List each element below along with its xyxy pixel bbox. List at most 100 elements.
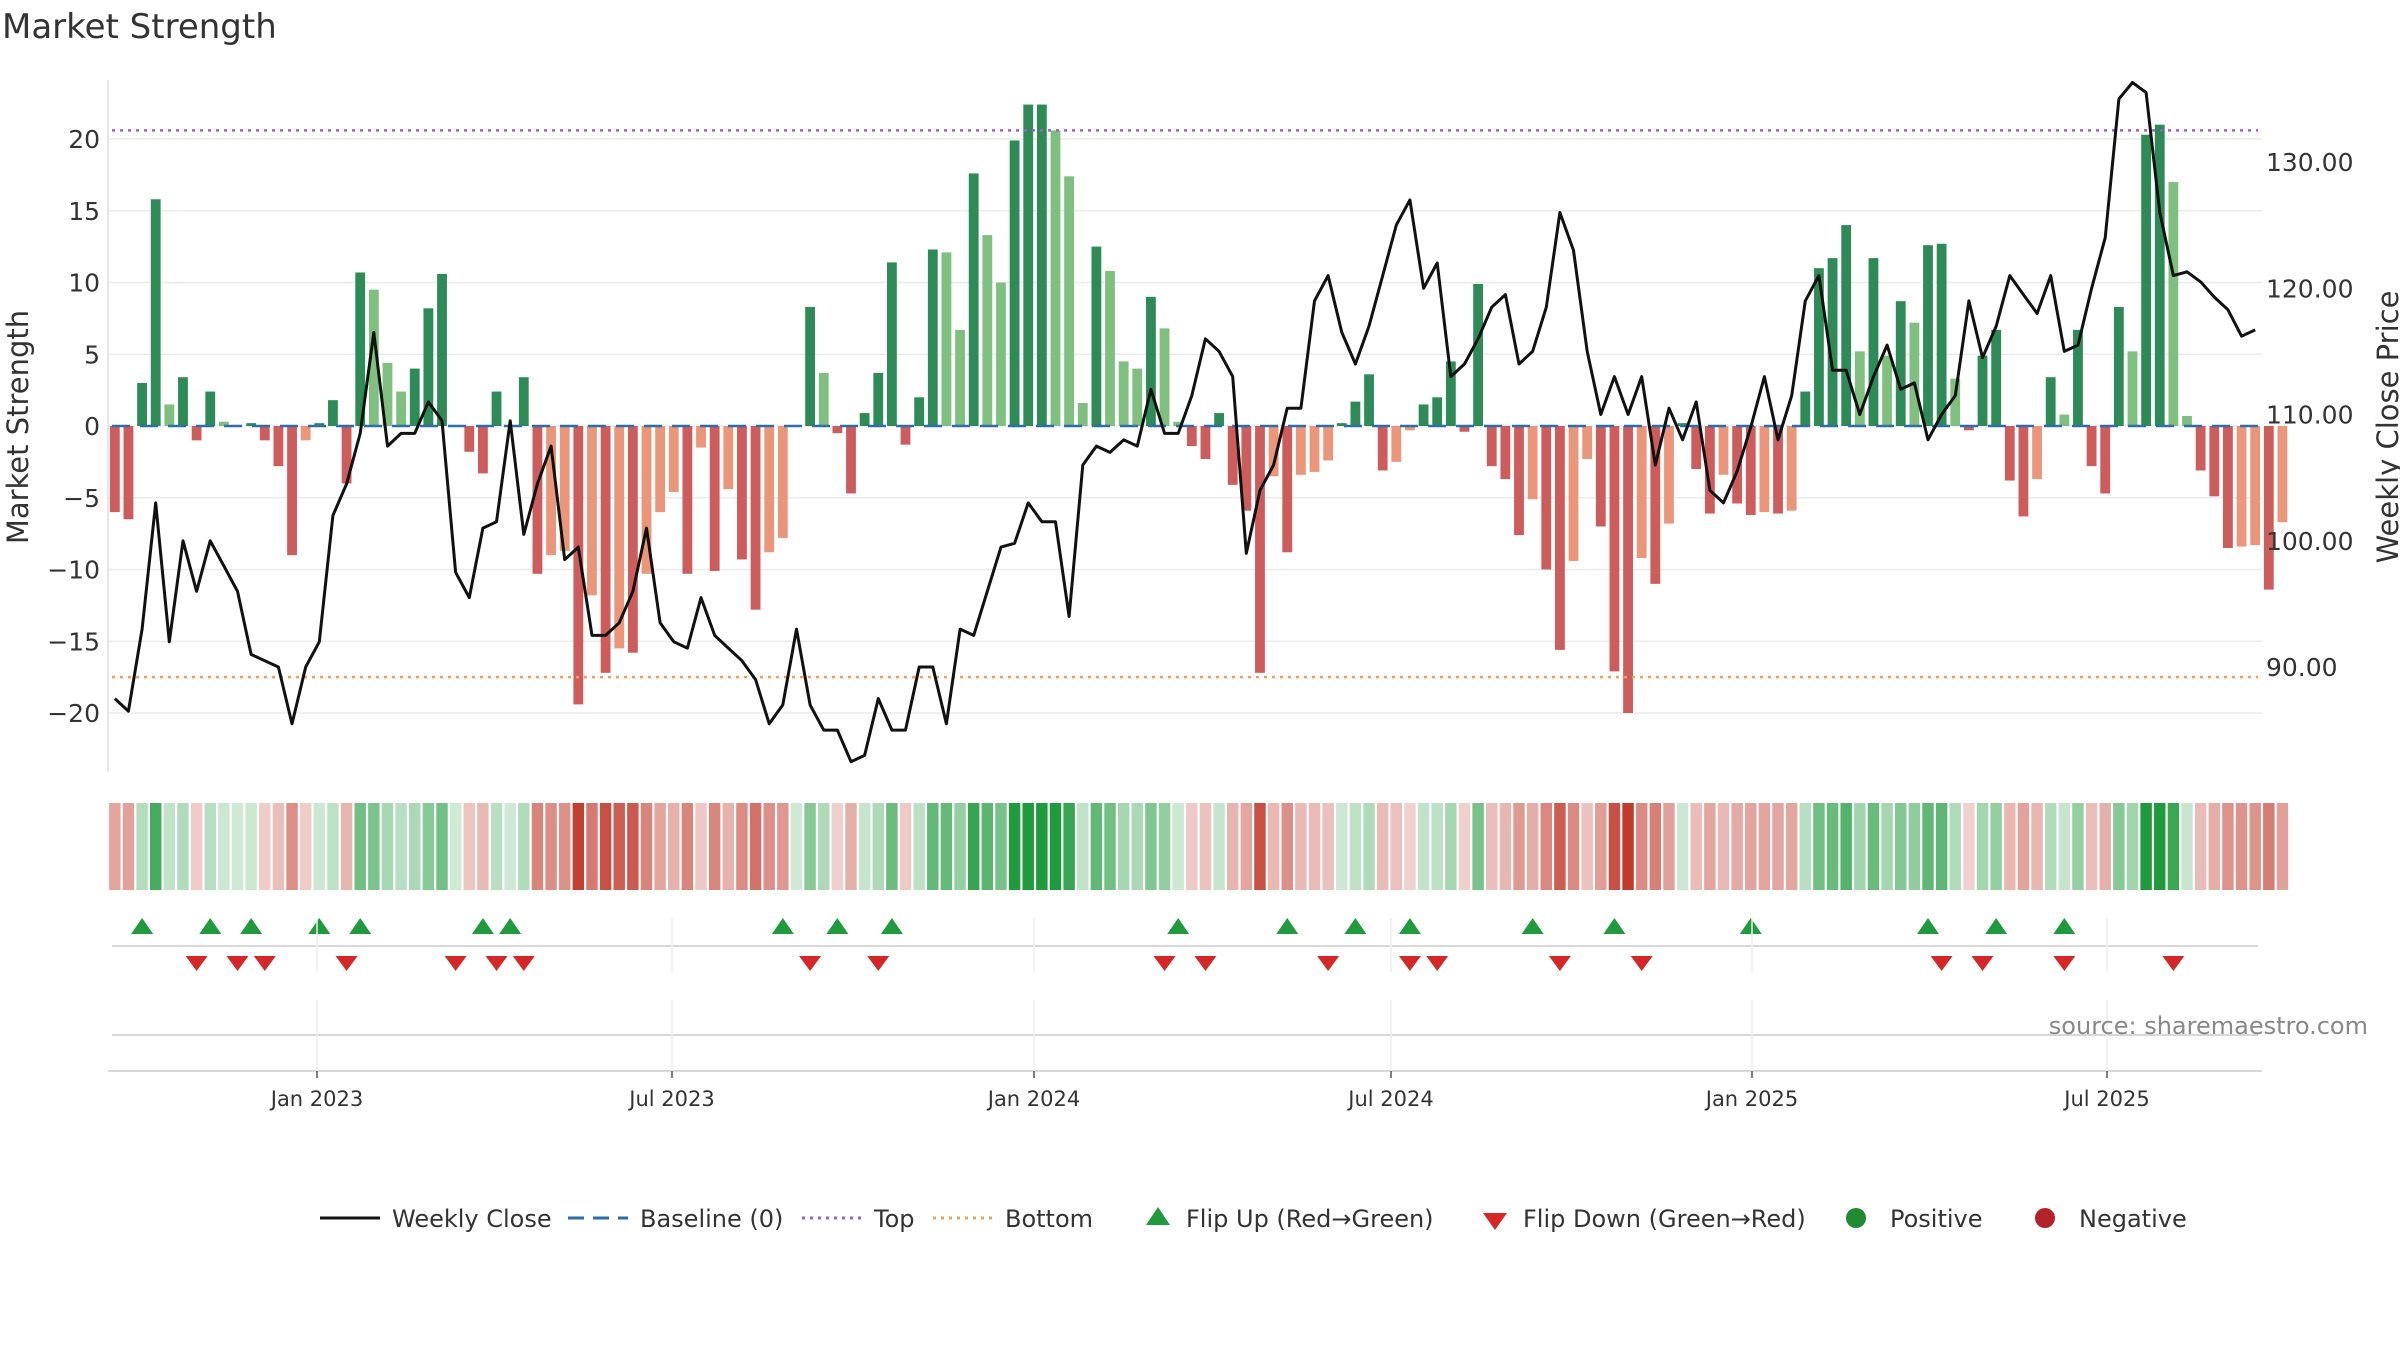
legend-swatch xyxy=(1483,1213,1507,1230)
heat-cell xyxy=(1458,803,1471,890)
strength-bar xyxy=(2195,426,2206,471)
flip-down-marker xyxy=(2053,956,2076,971)
strength-bar xyxy=(1609,426,1620,672)
heat-cell xyxy=(2044,803,2057,890)
strength-bar xyxy=(1473,283,1484,426)
strength-bar xyxy=(1527,426,1538,500)
strength-bar xyxy=(1336,423,1347,426)
strength-bar xyxy=(2113,306,2124,426)
heat-cell xyxy=(981,803,994,890)
legend-label: Positive xyxy=(1890,1205,1983,1233)
strength-bar xyxy=(1650,426,1661,584)
strength-bar xyxy=(927,249,938,426)
heat-cell xyxy=(845,803,857,890)
strength-bar xyxy=(2018,426,2029,517)
heat-cell xyxy=(668,803,680,890)
strength-bar xyxy=(859,413,870,426)
heat-cell xyxy=(1854,803,1866,890)
heat-cell xyxy=(272,803,285,890)
heat-cell xyxy=(1349,803,1362,890)
strength-bar xyxy=(655,426,666,513)
heat-cell xyxy=(1990,803,2002,890)
heat-cell xyxy=(1772,803,1784,890)
strength-bar xyxy=(1704,426,1715,514)
strength-bar xyxy=(1091,246,1102,426)
heat-cell xyxy=(1390,803,1403,890)
flip-up-marker xyxy=(199,918,222,934)
heat-cell xyxy=(1267,803,1280,890)
strength-bar xyxy=(2263,426,2274,590)
flip-down-marker xyxy=(1548,956,1571,971)
legend-item: Negative xyxy=(2035,1205,2187,1233)
heat-cell xyxy=(1158,803,1171,890)
heat-cell xyxy=(449,803,462,890)
heat-cell xyxy=(1363,803,1375,890)
legend-label: Negative xyxy=(2079,1205,2187,1233)
y-left-tick: −10 xyxy=(47,556,100,585)
heat-cell xyxy=(1308,803,1321,890)
x-tick-label: Jan 2024 xyxy=(986,1087,1081,1111)
chart-title: Market Strength xyxy=(2,7,277,47)
strength-bar xyxy=(1282,426,1293,553)
heat-cell xyxy=(2017,803,2030,890)
strength-bar xyxy=(614,426,625,649)
heat-cell xyxy=(1799,803,1812,890)
y-right-tick: 130.00 xyxy=(2266,148,2353,177)
strength-bar xyxy=(846,426,856,494)
strength-bar xyxy=(1364,374,1374,426)
heat-cell xyxy=(1867,803,1880,890)
y-left-tick: −15 xyxy=(47,627,100,656)
strength-bar xyxy=(1350,401,1361,426)
heat-cell xyxy=(504,803,516,890)
heat-cell xyxy=(2208,803,2221,890)
strength-bar xyxy=(382,362,393,426)
strength-bar xyxy=(1868,258,1879,426)
heat-cell xyxy=(1036,803,1048,890)
y-right-tick: 120.00 xyxy=(2266,274,2353,303)
strength-bar xyxy=(355,272,366,426)
heat-cell xyxy=(1635,803,1648,890)
heat-cell xyxy=(1513,803,1525,890)
heat-cell xyxy=(2235,803,2248,890)
flip-down-marker xyxy=(1194,956,1217,971)
strength-bar xyxy=(2223,426,2233,548)
strength-bar xyxy=(2236,426,2247,547)
strength-bar xyxy=(559,426,570,551)
heat-cell xyxy=(1172,803,1184,890)
flip-up-marker xyxy=(499,918,522,934)
strength-bar xyxy=(287,426,297,556)
heat-cell xyxy=(1935,803,1948,890)
heat-cell xyxy=(1254,803,1266,890)
heat-cell xyxy=(1295,803,1307,890)
heat-cell xyxy=(149,803,162,890)
heat-cell xyxy=(2154,803,2166,890)
heat-cell xyxy=(1785,803,1798,890)
y-left-tick: −5 xyxy=(63,484,100,513)
heat-cell xyxy=(804,803,816,890)
heat-cell xyxy=(1104,803,1116,890)
legend-item: Flip Down (Green→Red) xyxy=(1483,1205,1806,1233)
strength-bar xyxy=(273,426,284,467)
flip-down-marker xyxy=(1317,956,1340,971)
heat-cell xyxy=(1049,803,1062,890)
flip-down-marker xyxy=(867,956,890,971)
heat-cell xyxy=(2031,803,2043,890)
y-left-tick: 20 xyxy=(68,125,100,154)
heat-cell xyxy=(2126,803,2139,890)
strength-bar xyxy=(300,426,311,441)
strength-bar xyxy=(341,426,352,484)
legend-item: Baseline (0) xyxy=(568,1205,783,1233)
strength-bar xyxy=(1132,368,1143,426)
heat-cell xyxy=(1240,803,1253,890)
strength-bar xyxy=(1432,397,1443,426)
heat-cell xyxy=(2222,803,2234,890)
strength-bar xyxy=(1936,243,1947,426)
flip-up-marker xyxy=(2053,918,2076,934)
flip-up-marker xyxy=(349,918,372,934)
heat-cell xyxy=(2276,803,2289,890)
flip-up-marker xyxy=(1916,918,1939,934)
strength-bar xyxy=(1377,426,1388,471)
strength-bar xyxy=(1418,404,1429,426)
strength-bar xyxy=(1323,426,1334,461)
strength-bar xyxy=(518,377,529,426)
